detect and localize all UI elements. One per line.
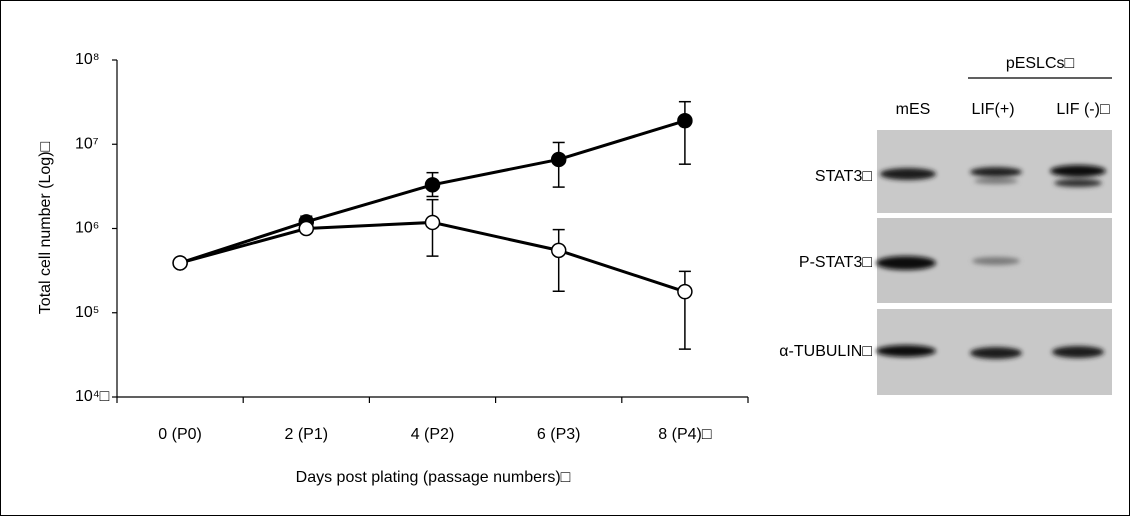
y-tick-label: 10⁷ xyxy=(75,135,99,152)
data-point xyxy=(552,243,566,257)
group-label: pESLCs□ xyxy=(1006,55,1075,72)
row-label: P-STAT3□ xyxy=(799,254,872,271)
data-point xyxy=(678,114,692,128)
x-tick-label: 4 (P2) xyxy=(411,426,455,443)
lane-label: LIF (-)□ xyxy=(1056,101,1110,118)
data-point xyxy=(299,222,313,236)
data-point xyxy=(552,152,566,166)
data-point xyxy=(426,178,440,192)
x-tick-label: 0 (P0) xyxy=(158,426,202,443)
data-point xyxy=(173,256,187,270)
row-label: STAT3□ xyxy=(815,168,872,185)
row-label: α-TUBULIN□ xyxy=(779,343,872,360)
y-axis-label: Total cell number (Log)□ xyxy=(37,141,54,314)
y-tick-label: 10⁶ xyxy=(75,220,99,237)
data-point xyxy=(678,285,692,299)
x-axis-label: Days post plating (passage numbers)□ xyxy=(296,469,571,486)
x-tick-label: 8 (P4)□ xyxy=(658,426,712,443)
y-tick-label: 10⁸ xyxy=(75,51,100,68)
y-tick-label: 10⁵ xyxy=(75,304,99,321)
lane-label: LIF(+) xyxy=(971,101,1014,118)
x-tick-label: 2 (P1) xyxy=(285,426,329,443)
data-point xyxy=(426,215,440,229)
lane-label: mES xyxy=(896,101,931,118)
y-tick-label: 10⁴□ xyxy=(75,388,110,405)
figure: Total cell number (Log)□ Days post plati… xyxy=(0,0,1131,517)
x-tick-label: 6 (P3) xyxy=(537,426,581,443)
